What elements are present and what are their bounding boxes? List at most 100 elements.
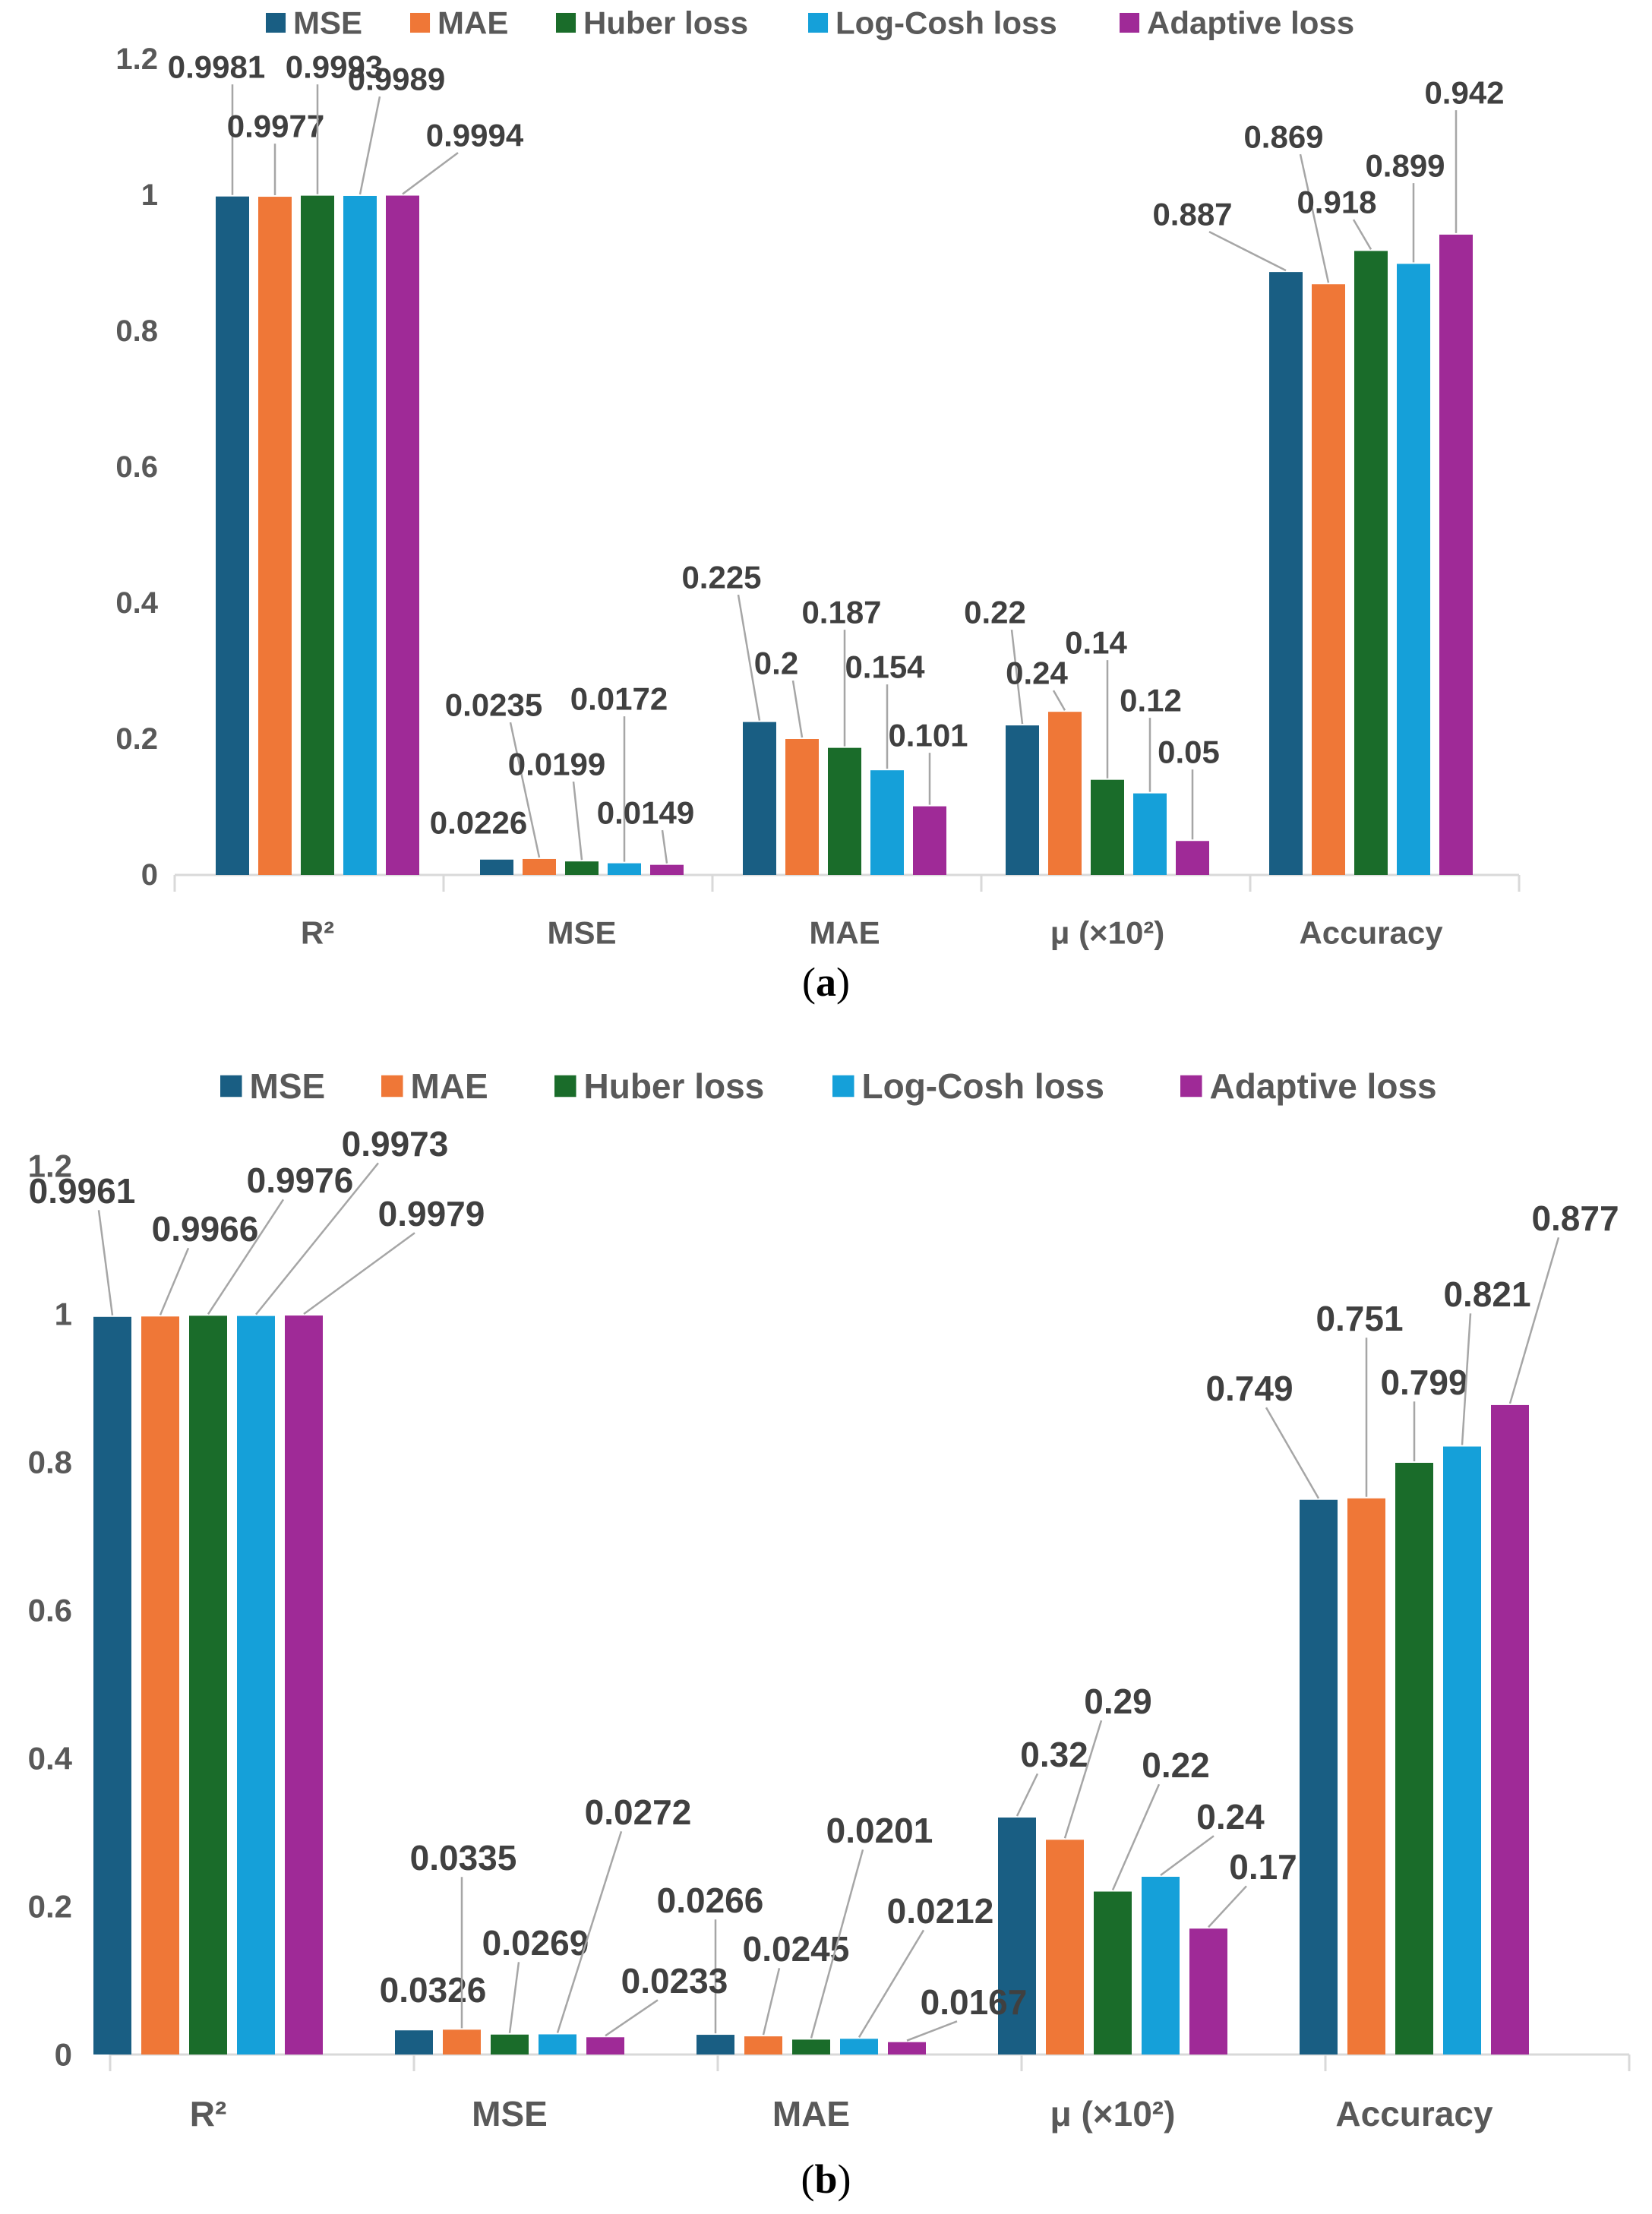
data-label: 0.0172 xyxy=(570,681,668,717)
data-label: 0.918 xyxy=(1297,185,1376,220)
y-tick-label: 0.4 xyxy=(115,586,158,620)
data-label: 0.17 xyxy=(1229,1847,1297,1887)
bar-log-cosh-loss-2 xyxy=(870,770,904,875)
data-label: 0.22 xyxy=(964,595,1026,630)
data-label: 0.29 xyxy=(1084,1682,1152,1721)
series-log-cosh-loss xyxy=(237,1315,1481,2055)
data-label: 0.942 xyxy=(1424,75,1504,111)
bar-mse-0 xyxy=(93,1316,131,2055)
legend-swatch-huber-loss xyxy=(556,12,576,33)
legend-label-log-cosh-loss: Log-Cosh loss xyxy=(862,1066,1104,1106)
data-label: 0.14 xyxy=(1065,625,1127,661)
leader-line xyxy=(1208,1885,1247,1928)
leader-line xyxy=(1052,690,1066,711)
legend-swatch-mse xyxy=(220,1075,242,1098)
caption-a: a xyxy=(816,959,836,1005)
leader-line xyxy=(556,1830,623,2033)
data-label: 0.9976 xyxy=(247,1161,354,1200)
legend-label-huber-loss: Huber loss xyxy=(584,1066,765,1106)
bar-mse-2 xyxy=(696,2035,734,2055)
leader-line xyxy=(906,2020,958,2042)
bar-huber-loss-3 xyxy=(1091,779,1124,875)
y-tick-label: 0.2 xyxy=(115,722,158,756)
leader-line xyxy=(605,1999,659,2037)
y-tick-label: 0.8 xyxy=(28,1445,72,1480)
x-tick-label-4: Accuracy xyxy=(1335,2094,1493,2133)
data-label: 0.869 xyxy=(1243,119,1323,155)
leader-line xyxy=(402,152,459,195)
chart-a: MSE MAE Huber loss Log-Cosh loss Adaptive lo… xyxy=(115,5,1521,951)
data-label: 0.0233 xyxy=(621,1961,728,2001)
bar-mae-4 xyxy=(1347,1498,1385,2055)
bar-adaptive-loss-1 xyxy=(650,864,684,875)
x-tick-label-3: μ (×10²) xyxy=(1050,2094,1176,2133)
bar-log-cosh-loss-2 xyxy=(840,2039,878,2055)
bar-mae-1 xyxy=(523,858,556,875)
data-label: 0.24 xyxy=(1006,655,1068,691)
bar-huber-loss-2 xyxy=(828,747,861,875)
caption-b: b xyxy=(814,2156,838,2202)
data-label: 0.9993 xyxy=(286,49,383,85)
series-log-cosh-loss xyxy=(343,195,1430,875)
legend-swatch-log-cosh-loss xyxy=(808,12,829,33)
bar-mse-1 xyxy=(480,859,513,875)
leader-line xyxy=(508,1962,520,2033)
leader-line xyxy=(359,96,381,195)
data-label: 0.9979 xyxy=(378,1194,485,1233)
data-label: 0.9981 xyxy=(168,49,265,85)
data-label: 0.0326 xyxy=(380,1970,487,2010)
data-label: 0.2 xyxy=(754,646,798,681)
y-tick-label: 1.2 xyxy=(28,1148,72,1184)
leader-line xyxy=(858,1929,925,2038)
bar-log-cosh-loss-0 xyxy=(237,1315,275,2055)
leader-line xyxy=(1063,1720,1103,1839)
bar-adaptive-loss-1 xyxy=(586,2037,624,2055)
series-adaptive-loss xyxy=(285,1315,1529,2055)
x-tick-label-4: Accuracy xyxy=(1299,915,1443,951)
leader-line xyxy=(1299,153,1330,283)
data-label: 0.799 xyxy=(1380,1363,1467,1402)
legend-swatch-huber-loss xyxy=(554,1075,576,1098)
data-label: 0.9977 xyxy=(227,109,324,144)
leader-line xyxy=(1461,1313,1472,1445)
leader-line xyxy=(1265,1407,1320,1499)
data-label: 0.0149 xyxy=(597,795,694,831)
leader-line xyxy=(737,594,761,721)
bar-mae-2 xyxy=(785,739,819,875)
data-label: 0.0199 xyxy=(508,747,605,782)
legend-label-mae: MAE xyxy=(411,1066,488,1106)
data-label: 0.0269 xyxy=(482,1923,589,1963)
bar-adaptive-loss-2 xyxy=(888,2042,926,2055)
x-tick-label-0: R² xyxy=(190,2094,227,2133)
bar-log-cosh-loss-0 xyxy=(343,195,377,875)
leader-line xyxy=(791,680,804,738)
data-label: 0.0226 xyxy=(430,805,527,841)
bar-mse-3 xyxy=(998,1818,1036,2055)
bar-huber-loss-1 xyxy=(491,2034,529,2055)
legend-label-adaptive-loss: Adaptive loss xyxy=(1210,1066,1437,1106)
bar-adaptive-loss-3 xyxy=(1189,1928,1227,2055)
leader-line xyxy=(255,1162,379,1315)
y-tick-label: 0.6 xyxy=(115,450,158,484)
y-tick-label: 1.2 xyxy=(115,43,158,76)
data-label: 0.0266 xyxy=(657,1881,764,1920)
data-label: 0.877 xyxy=(1531,1199,1619,1238)
leader-line xyxy=(159,1247,190,1315)
leader-line xyxy=(509,722,541,858)
y-tick-label: 0.8 xyxy=(115,314,158,348)
legend: MSE MAE Huber loss Log-Cosh loss Adaptive lo… xyxy=(266,5,1354,41)
leader-line xyxy=(572,781,583,861)
data-label: 0.749 xyxy=(1205,1369,1293,1408)
x-tick-label-1: MSE xyxy=(547,915,616,951)
y-tick-label: 0 xyxy=(141,858,158,892)
bar-mae-3 xyxy=(1046,1840,1084,2055)
x-tick-label-0: R² xyxy=(301,915,334,951)
leader-line xyxy=(303,1232,415,1315)
leader-line xyxy=(1010,629,1024,725)
bar-huber-loss-4 xyxy=(1395,1462,1433,2055)
series-adaptive-loss xyxy=(386,195,1473,875)
data-label: 0.187 xyxy=(801,595,881,630)
bar-mse-4 xyxy=(1269,272,1303,875)
y-tick-label: 0.2 xyxy=(28,1889,72,1925)
legend-swatch-mae xyxy=(381,1075,403,1098)
